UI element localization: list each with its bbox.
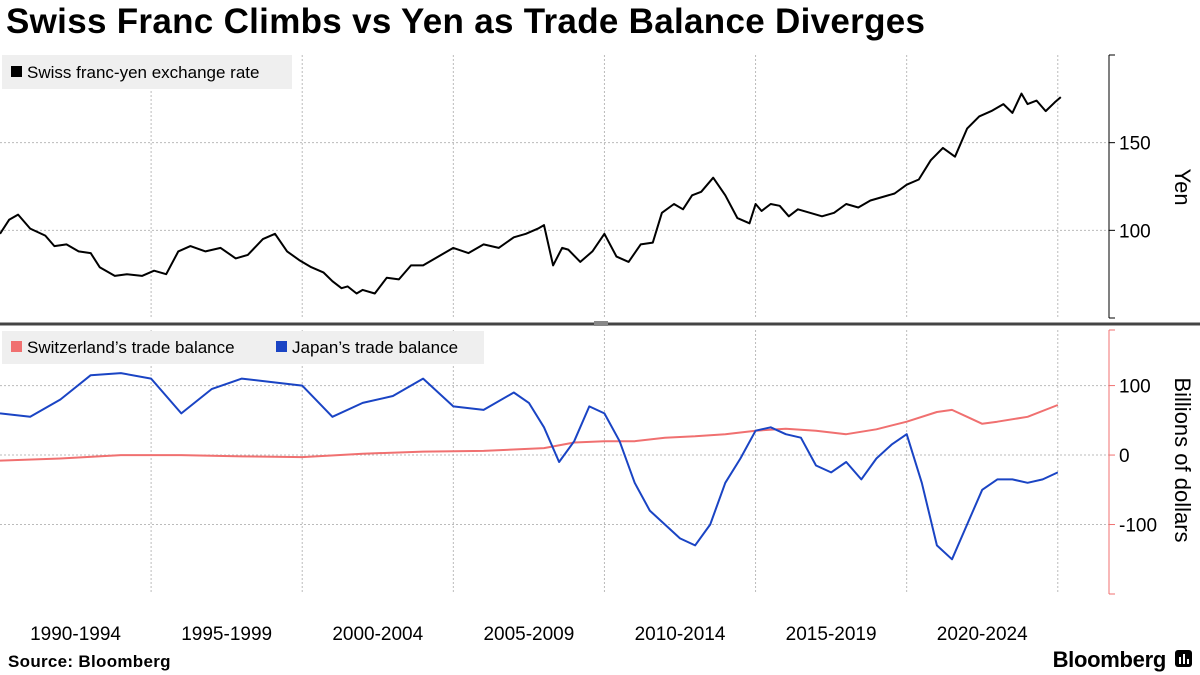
legend-label-switzerland: Switzerland’s trade balance [27, 338, 235, 357]
source-note: Source: Bloomberg [8, 652, 171, 671]
x-tick-label: 2005-2009 [483, 624, 574, 645]
y-tick-label: 100 [1119, 221, 1151, 242]
series-line-switzerland-s-trade-balance [0, 404, 1059, 462]
y-tick-labels: 100 150 -100 0 100 [1109, 54, 1157, 595]
x-tick-label: 2010-2014 [635, 624, 726, 645]
y-tick-label: -100 [1119, 516, 1157, 537]
brand-logo: Bloomberg [1052, 647, 1167, 672]
series-line-japan-s-trade-balance [0, 372, 1059, 561]
top-y-axis-label: Yen [1170, 168, 1195, 205]
x-tick-label: 2015-2019 [786, 624, 877, 645]
y-tick-label: 100 [1119, 377, 1151, 398]
x-tick-label: 2000-2004 [332, 624, 423, 645]
legend-top: Swiss franc-yen exchange rate [2, 55, 292, 89]
y-tick-label: 0 [1119, 446, 1130, 467]
x-tick-label: 1990-1994 [30, 624, 121, 645]
x-tick-label: 2020-2024 [937, 624, 1028, 645]
legend-label-japan: Japan’s trade balance [292, 338, 458, 357]
x-tick-label: 1995-1999 [181, 624, 272, 645]
y-tick-label: 150 [1119, 134, 1151, 155]
panel-resize-handle [594, 321, 608, 326]
chart-title: Swiss Franc Climbs vs Yen as Trade Balan… [6, 2, 926, 41]
series-line-swiss-franc-yen-exchange-rate [0, 92, 1062, 295]
bloomberg-icon [1175, 650, 1192, 667]
x-tick-labels: 1990-1994 1995-1999 2000-2004 2005-2009 2010… [30, 624, 1028, 645]
legend-swatch-japan [276, 341, 287, 352]
legend-swatch-franc-yen [11, 66, 22, 77]
series-lines [0, 92, 1062, 561]
legend-label-franc-yen: Swiss franc-yen exchange rate [27, 63, 259, 82]
legend-swatch-switzerland [11, 341, 22, 352]
legend-bottom: Switzerland’s trade balance Japan’s trad… [2, 331, 484, 364]
bottom-y-axis-label: Billions of dollars [1170, 377, 1195, 542]
